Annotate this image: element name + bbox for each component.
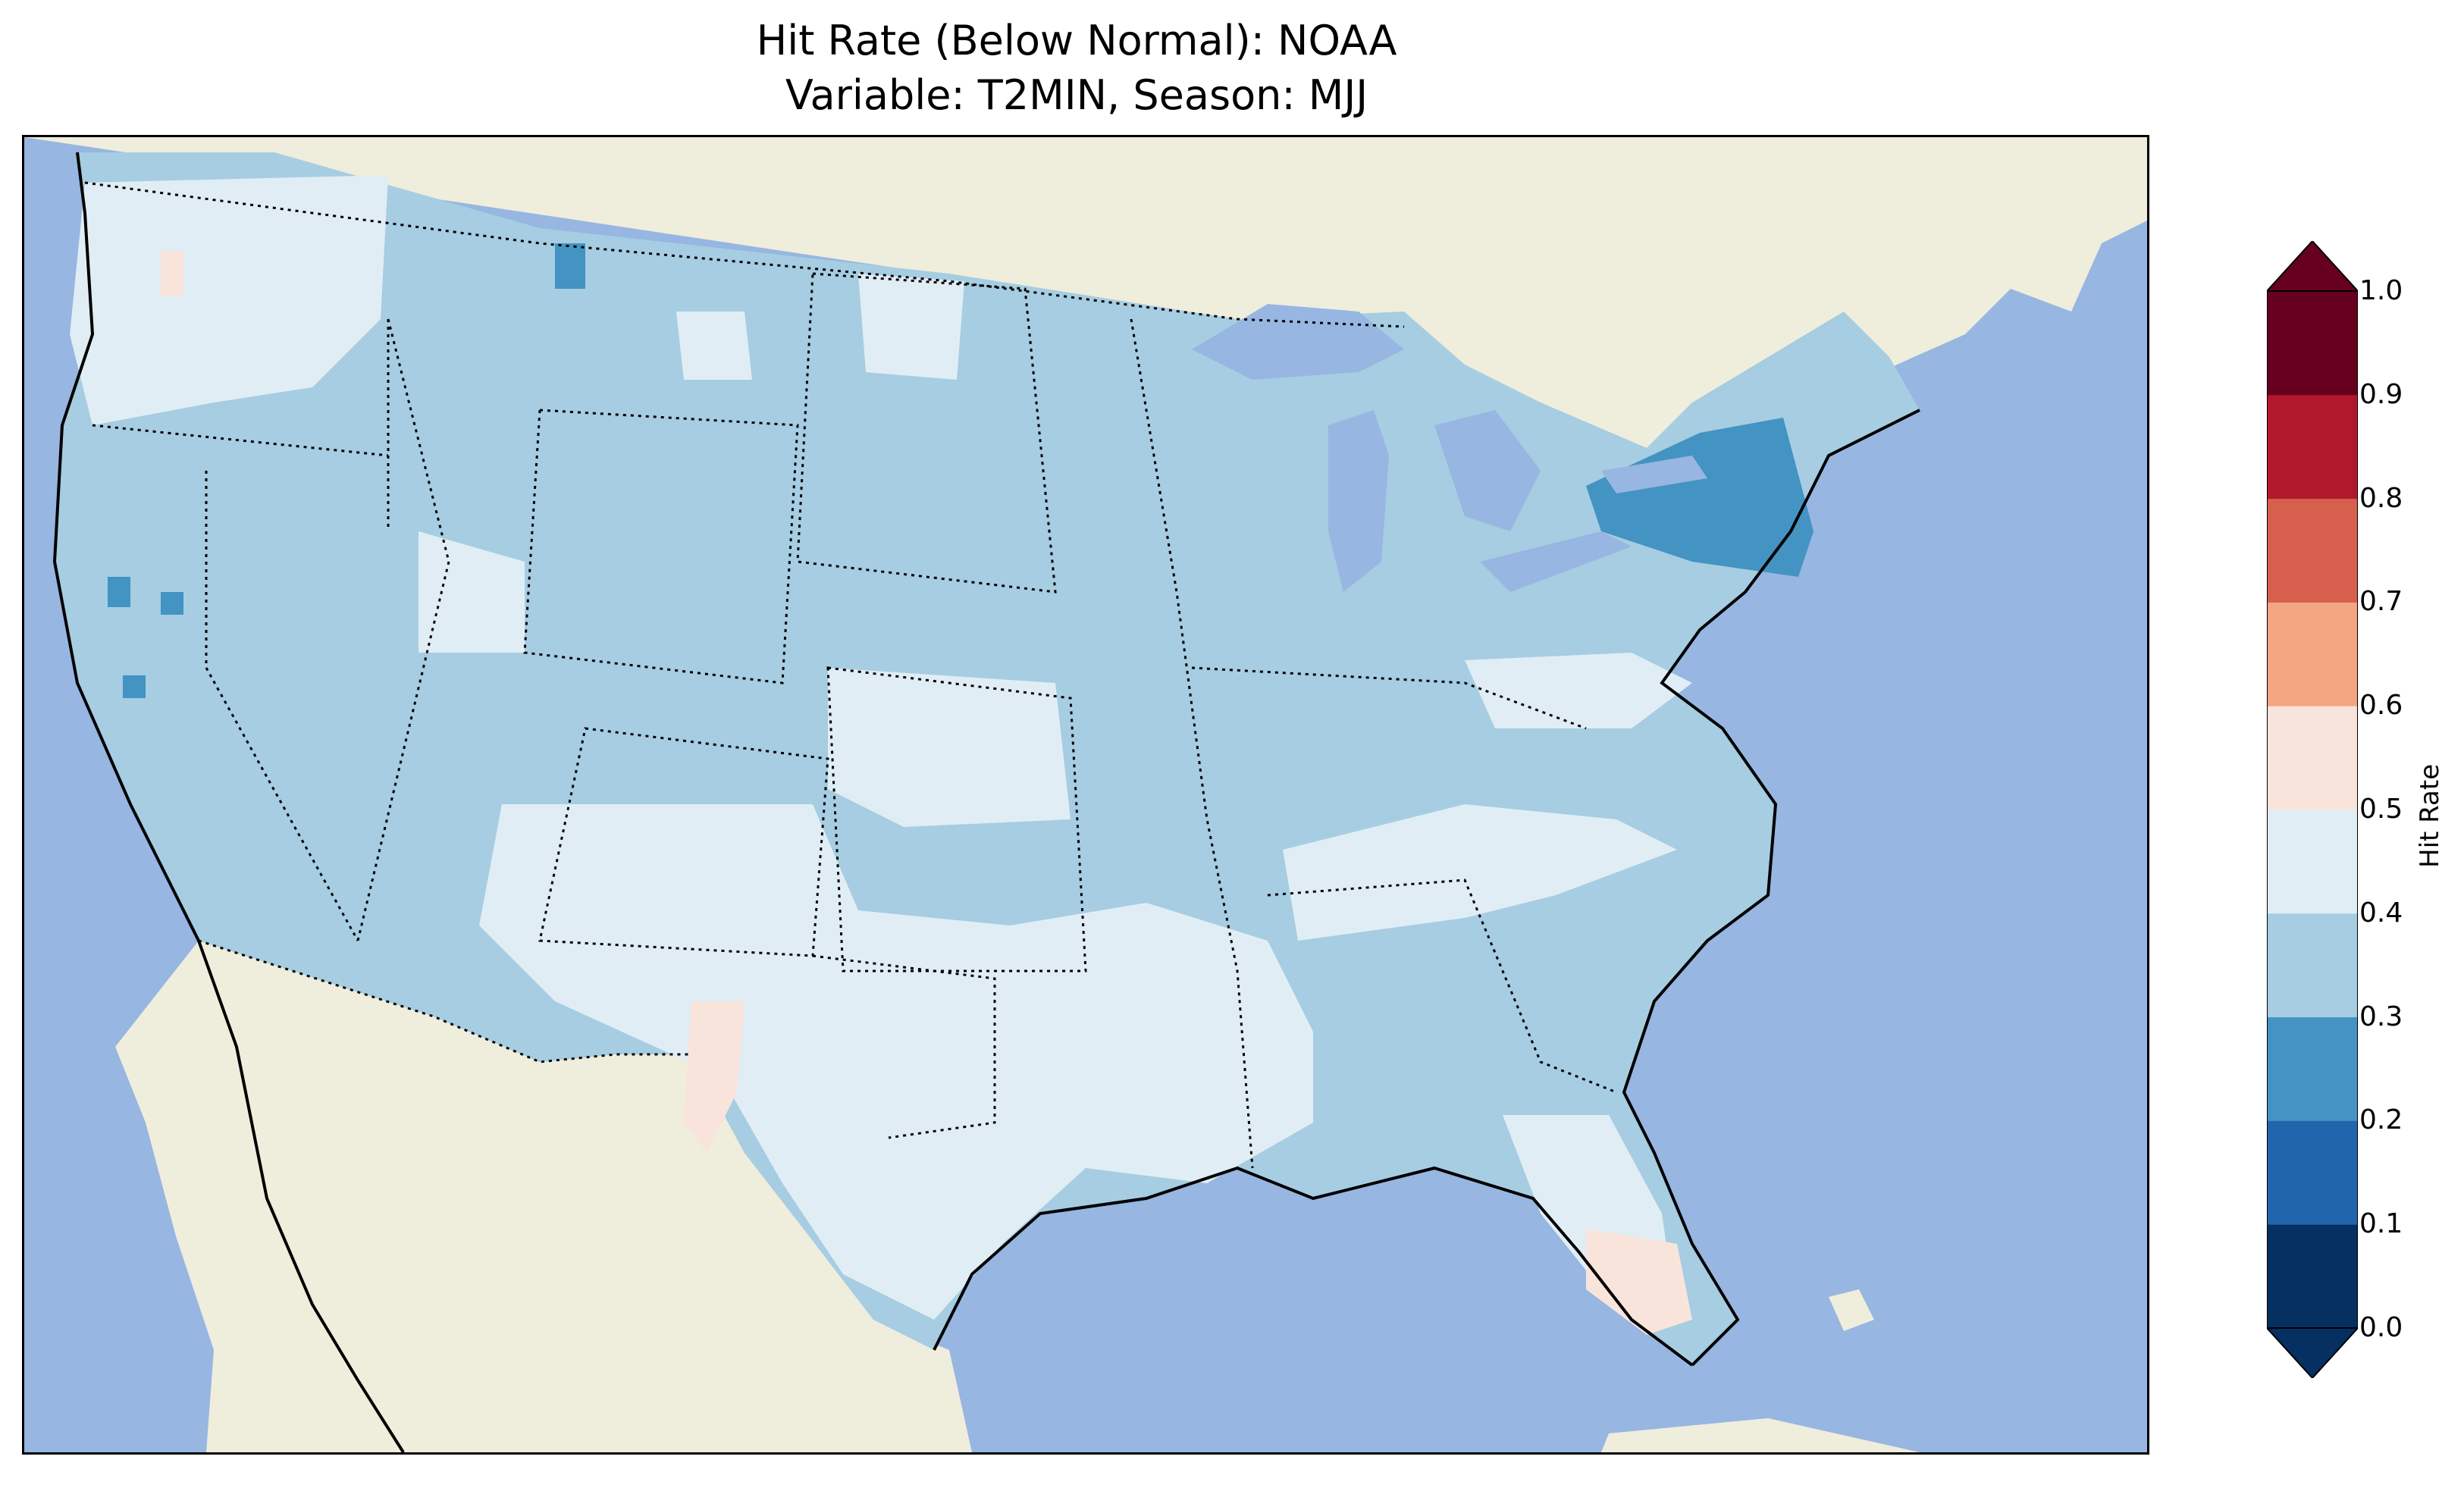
border-nd-sd [796, 272, 1057, 594]
border-nv-ca [205, 471, 359, 941]
class-0.4-0.5-northwest [70, 175, 388, 425]
cuba-land [1601, 1418, 1920, 1452]
west-coast [52, 152, 200, 941]
baja-coast [197, 940, 405, 1452]
colorbar-tick-label: 0.3 [2359, 1001, 2403, 1032]
colorbar-tick-label: 0.7 [2359, 586, 2403, 618]
colorbar [2267, 241, 2358, 1378]
colorbar-segment [2267, 602, 2358, 706]
mexico-land [115, 941, 972, 1452]
class-0.4-0.5-plains [828, 668, 1071, 827]
class-0.2-0.3-california-3 [123, 675, 146, 698]
colorbar-tick-label: 0.5 [2359, 794, 2403, 825]
border-tx [812, 954, 996, 1139]
class-0.4-0.5-oregon [419, 531, 525, 653]
border-wy [523, 409, 799, 684]
class-0.5-0.6-oregon-coast [161, 251, 183, 296]
colorbar-segment [2267, 1120, 2358, 1225]
colorbar-segment [2267, 1224, 2358, 1329]
colorbar-tick-label: 0.1 [2359, 1208, 2403, 1240]
class-0.2-0.3-new-york [1586, 418, 1814, 577]
colorbar-label: Hit Rate [2415, 763, 2445, 868]
colorbar-extend-min-arrow [2267, 1327, 2358, 1378]
class-0.4-0.5-idaho [676, 312, 752, 380]
colorbar-tick-label: 0.9 [2359, 378, 2403, 410]
class-0.5-0.6-west-texas [684, 1001, 745, 1153]
colorbar-extend-max-arrow [2267, 241, 2358, 292]
lake-michigan [1328, 410, 1389, 592]
bahamas-land [1829, 1289, 1874, 1331]
border-midwest [1191, 666, 1587, 730]
great-lakes [1192, 304, 1707, 592]
class-0.4-0.5-dakotas [858, 274, 964, 380]
canada-us-border [84, 181, 1405, 328]
class-0.4-0.5-southeast-belt [1283, 804, 1677, 941]
border-ms-river [1130, 318, 1254, 1169]
lake-huron [1434, 410, 1541, 531]
class-0.2-0.3-california-2 [161, 592, 183, 615]
colorbar-segment [2267, 913, 2358, 1018]
colorbar-tick-label: 0.2 [2359, 1104, 2403, 1136]
map-title-line-1: Hit Rate (Below Normal): NOAA [756, 17, 1397, 64]
colorbar-segment [2267, 810, 2358, 914]
colorbar-tick-label: 0.8 [2359, 482, 2403, 514]
lake-erie [1480, 531, 1632, 592]
border-ne-ks [826, 666, 1087, 973]
class-0.2-0.3-montana [555, 243, 585, 289]
class-0.4-0.5-south-central [479, 804, 1313, 1320]
map-title-line-2: Variable: T2MIN, Season: MJJ [785, 71, 1368, 119]
state-borders [84, 181, 1617, 1169]
map-canvas [24, 137, 2147, 1452]
colorbar-frame [2267, 290, 2358, 1329]
colorbar-tick-label: 0.0 [2359, 1312, 2403, 1343]
colorbar-tick-label: 0.4 [2359, 897, 2403, 929]
mexico-us-border [198, 939, 691, 1063]
colorbar-segment [2267, 394, 2358, 500]
gulf-coast [933, 1166, 1694, 1367]
class-0.4-0.5-ohio-valley [1465, 653, 1692, 728]
east-coast [1622, 409, 1920, 1367]
colorbar-segment [2267, 498, 2358, 603]
border-southeast [1267, 879, 1617, 1094]
colorbar-segment [2267, 706, 2358, 810]
colorbar-tick-label: 0.6 [2359, 690, 2403, 722]
class-0.2-0.3-california-1 [108, 577, 130, 607]
class-0.5-0.6-south-florida [1586, 1229, 1692, 1335]
coastlines [52, 152, 1920, 1452]
colorbar-segment [2267, 1016, 2358, 1121]
colorbar-tick-label: 1.0 [2359, 275, 2403, 306]
lake-superior [1192, 304, 1404, 380]
colorbar-segment [2267, 291, 2358, 396]
map-panel[interactable] [22, 135, 2149, 1455]
lake-ontario [1601, 456, 1707, 493]
